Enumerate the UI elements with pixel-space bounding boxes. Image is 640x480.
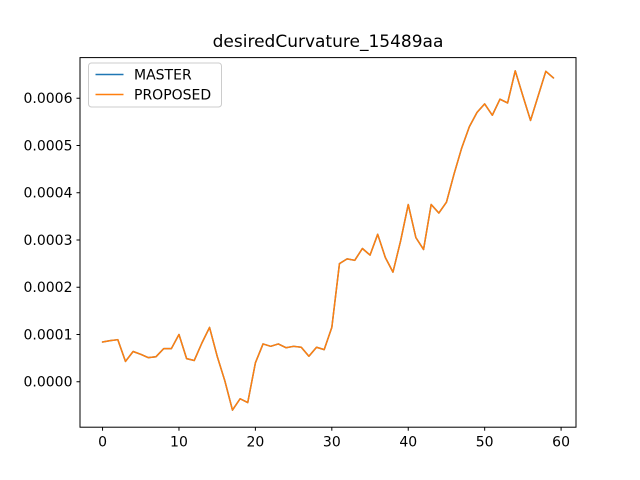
plot-area-border: [79, 57, 577, 428]
series-lines: [101, 70, 555, 411]
y-tick-label: 0.0005: [24, 138, 73, 154]
y-tick-label: 0.0001: [24, 327, 73, 343]
x-tick-label: 60: [552, 435, 570, 451]
legend-item-master: MASTER: [95, 68, 192, 84]
x-tick-label: 10: [170, 435, 188, 451]
series-line-master: [101, 70, 555, 411]
axis-ticks: 0 10 20 30 40 50 60 0.0000 0.0001 0.0002 0.0003 0.0…: [24, 91, 571, 450]
x-tick-label: 30: [323, 435, 341, 451]
series-line-proposed: [101, 70, 555, 411]
x-tick-label: 20: [246, 435, 264, 451]
chart-title: desiredCurvature_15489aa: [213, 32, 444, 52]
legend-label-master: MASTER: [134, 68, 192, 84]
x-tick-label: 50: [476, 435, 494, 451]
y-tick-label: 0.0003: [24, 233, 73, 249]
legend-label-proposed: PROPOSED: [134, 88, 211, 104]
legend: MASTER PROPOSED: [88, 62, 222, 108]
legend-item-proposed: PROPOSED: [95, 88, 211, 104]
y-tick-label: 0.0006: [24, 91, 73, 107]
x-tick-label: 0: [98, 435, 107, 451]
y-tick-label: 0.0002: [24, 280, 73, 296]
y-tick-label: 0.0004: [24, 186, 73, 202]
y-tick-label: 0.0000: [24, 375, 73, 391]
x-tick-label: 40: [399, 435, 417, 451]
